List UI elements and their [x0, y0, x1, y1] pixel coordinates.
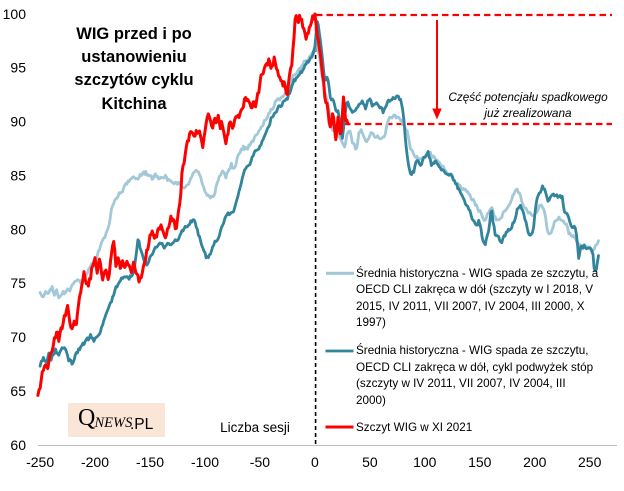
svg-text:95: 95: [10, 60, 26, 76]
svg-text:85: 85: [10, 167, 26, 183]
svg-text:90: 90: [10, 114, 26, 130]
svg-text:-50: -50: [250, 454, 270, 470]
svg-text:-100: -100: [191, 454, 219, 470]
svg-text:150: 150: [468, 454, 492, 470]
svg-text:0: 0: [311, 454, 319, 470]
svg-text:100: 100: [3, 6, 27, 22]
svg-text:-200: -200: [81, 454, 109, 470]
svg-text:250: 250: [578, 454, 602, 470]
svg-text:75: 75: [10, 275, 26, 291]
svg-text:100: 100: [413, 454, 437, 470]
svg-text:65: 65: [10, 383, 26, 399]
svg-text:-150: -150: [136, 454, 164, 470]
svg-text:200: 200: [523, 454, 547, 470]
svg-text:70: 70: [10, 329, 26, 345]
svg-text:80: 80: [10, 221, 26, 237]
svg-text:50: 50: [362, 454, 378, 470]
svg-text:-250: -250: [26, 454, 54, 470]
svg-text:60: 60: [10, 437, 26, 453]
